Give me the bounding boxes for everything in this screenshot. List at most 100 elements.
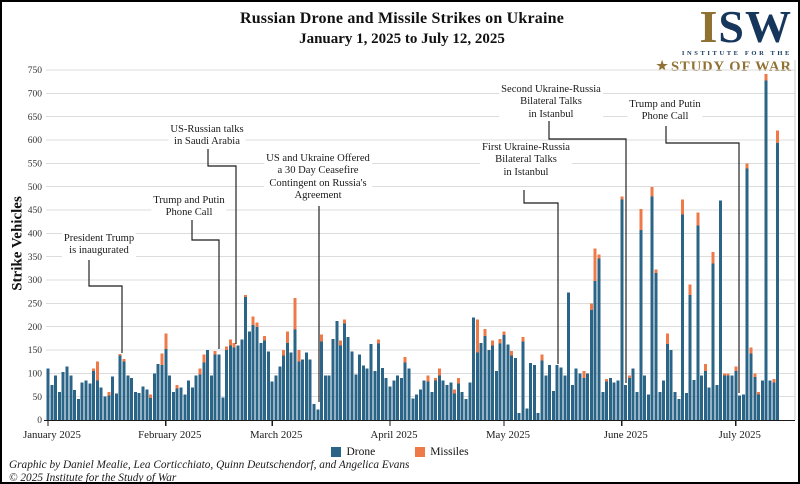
bar-drone bbox=[415, 394, 419, 420]
bar-drone bbox=[57, 392, 61, 420]
bar-missiles bbox=[107, 392, 111, 396]
bar-drone bbox=[627, 378, 631, 420]
bar-drone bbox=[589, 309, 593, 420]
bar-missiles bbox=[605, 378, 609, 382]
bar-drone bbox=[749, 353, 753, 420]
annotation-text-line: US-Russian talks bbox=[170, 124, 244, 135]
bar-missiles bbox=[498, 338, 502, 344]
bar-drone bbox=[320, 341, 324, 420]
annotation-text-line: Trump and Putin bbox=[629, 99, 701, 110]
bar-drone bbox=[164, 349, 168, 420]
bar-drone bbox=[753, 377, 757, 420]
bar-drone bbox=[669, 350, 673, 420]
bar-drone bbox=[160, 364, 164, 420]
bar-drone bbox=[472, 317, 476, 420]
bar-missiles bbox=[711, 252, 715, 264]
bar-missiles bbox=[339, 340, 343, 346]
bar-drone bbox=[498, 343, 502, 420]
bar-drone bbox=[430, 392, 434, 420]
bar-missiles bbox=[263, 336, 267, 341]
bar-drone bbox=[175, 388, 179, 420]
x-tick-label: January 2025 bbox=[23, 429, 81, 441]
bar-missiles bbox=[92, 368, 96, 371]
bar-drone bbox=[346, 336, 350, 420]
bar-missiles bbox=[244, 294, 248, 297]
bar-missiles bbox=[753, 373, 757, 378]
bar-drone bbox=[620, 199, 624, 420]
bar-drone bbox=[559, 367, 563, 420]
bar-drone bbox=[171, 392, 175, 420]
bar-drone bbox=[373, 371, 377, 420]
bar-drone bbox=[764, 80, 768, 421]
bar-missiles bbox=[175, 385, 179, 389]
bar-drone bbox=[422, 380, 426, 420]
bar-drone bbox=[711, 263, 715, 420]
bar-missiles bbox=[456, 378, 460, 384]
bar-missiles bbox=[627, 375, 631, 378]
annotation-text-line: in Istanbul bbox=[503, 166, 549, 178]
bar-drone bbox=[646, 394, 650, 420]
bar-drone bbox=[80, 382, 84, 420]
bar-missiles bbox=[228, 339, 232, 346]
bar-drone bbox=[61, 371, 65, 420]
annotation-text-line: a 30 Day Ceasefire bbox=[277, 165, 359, 177]
bar-drone bbox=[282, 355, 286, 420]
annotation: US-Russian talks in Saudi Arabia bbox=[168, 124, 246, 149]
bar-drone bbox=[331, 338, 335, 420]
annotation: Second Ukraine-Russia Bilateral Talks in I… bbox=[499, 84, 603, 122]
bar-drone bbox=[244, 296, 248, 420]
bar-drone bbox=[684, 392, 688, 420]
x-tick-label: July 2025 bbox=[719, 429, 761, 441]
annotation: President Trump is inaugurated bbox=[61, 233, 137, 258]
bar-drone bbox=[392, 380, 396, 420]
x-tick-label: May 2025 bbox=[486, 429, 530, 441]
annotation-line bbox=[88, 260, 123, 353]
bar-drone bbox=[190, 387, 194, 420]
y-tick-label: 550 bbox=[28, 160, 43, 170]
bar-drone bbox=[46, 368, 50, 420]
bar-drone bbox=[441, 380, 445, 420]
bar-missiles bbox=[403, 357, 407, 363]
bar-missiles bbox=[722, 373, 726, 376]
bar-drone bbox=[506, 344, 510, 420]
bar-missiles bbox=[297, 350, 301, 362]
annotation-text-line: in Istanbul bbox=[528, 108, 574, 120]
annotation-text-line: President Trump bbox=[63, 233, 135, 244]
bar-drone bbox=[662, 380, 666, 420]
bar-drone bbox=[354, 374, 358, 420]
legend-item-missiles: Missiles bbox=[415, 446, 469, 458]
bar-drone bbox=[654, 273, 658, 420]
bar-drone bbox=[692, 379, 696, 420]
annotation-text-line: Contingent on Russia's bbox=[269, 177, 367, 189]
bar-drone bbox=[418, 389, 422, 420]
bar-missiles bbox=[540, 354, 544, 361]
x-tick-label: February 2025 bbox=[138, 429, 201, 441]
bar-drone bbox=[741, 394, 745, 420]
bar-drone bbox=[304, 352, 308, 420]
bar-missiles bbox=[164, 333, 168, 350]
bar-drone bbox=[403, 362, 407, 420]
bar-drone bbox=[179, 387, 183, 420]
bar-missiles bbox=[285, 331, 289, 343]
bar-drone bbox=[703, 371, 707, 420]
bar-drone bbox=[137, 392, 141, 420]
bar-drone bbox=[734, 371, 738, 420]
bar-drone bbox=[665, 343, 669, 420]
y-tick-label: 600 bbox=[28, 136, 43, 146]
annotation-line bbox=[665, 126, 740, 393]
bar-missiles bbox=[502, 331, 506, 336]
bar-drone bbox=[145, 389, 149, 420]
bar-missiles bbox=[282, 350, 286, 356]
annotation-text-line: Phone Call bbox=[641, 111, 689, 123]
annotation-text-line: Trump and Putin bbox=[153, 195, 225, 206]
bar-drone bbox=[551, 391, 555, 420]
bar-missiles bbox=[213, 350, 217, 355]
bar-drone bbox=[297, 361, 301, 420]
bar-drone bbox=[369, 343, 373, 420]
bar-drone bbox=[738, 395, 742, 420]
annotation: Trump and Putin Phone Call bbox=[151, 195, 227, 220]
y-tick-label: 650 bbox=[28, 113, 43, 123]
bar-drone bbox=[776, 142, 780, 421]
bar-missiles bbox=[703, 364, 707, 371]
bar-drone bbox=[593, 280, 597, 420]
